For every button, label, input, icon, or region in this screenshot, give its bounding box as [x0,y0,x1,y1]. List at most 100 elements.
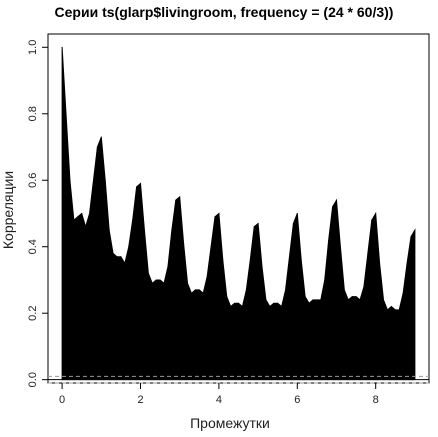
acf-point [210,246,212,248]
x-tick-label: 2 [137,394,143,406]
acf-point [367,252,369,254]
acf-point [316,299,318,301]
acf-point [151,282,153,284]
acf-point [112,252,114,254]
acf-point [249,259,251,261]
acf-point [371,219,373,221]
acf-point [171,229,173,231]
chart-title: Серии ts(glarp$livingroom, frequency = (… [55,4,394,20]
acf-point [398,309,400,311]
acf-point [328,239,330,241]
acf-point [140,183,142,185]
acf-point [202,292,204,294]
acf-point [335,199,337,201]
y-tick-label: 1.0 [27,40,39,55]
acf-point [183,242,185,244]
acf-point [167,266,169,268]
acf-point [288,256,290,258]
acf-point [351,296,353,298]
acf-point [175,199,177,201]
acf-point [81,212,83,214]
acf-point [96,146,98,148]
acf-point [136,186,138,188]
acf-point [343,289,345,291]
acf-point [116,256,118,258]
acf-point [386,309,388,311]
acf-point [222,259,224,261]
y-tick-label: 0.2 [27,306,39,321]
acf-point [218,212,220,214]
acf-point [124,262,126,264]
acf-point [214,216,216,218]
acf-point [410,236,412,238]
y-axis: 0.0 0.2 0.4 0.6 0.8 1.0 [27,40,48,387]
acf-point [147,272,149,274]
acf-point [206,276,208,278]
acf-series-area [61,47,416,381]
acf-point [375,212,377,214]
acf-point [234,302,236,304]
acf-point [308,302,310,304]
acf-point [73,219,75,221]
acf-point [253,226,255,228]
acf-point [92,179,94,181]
acf-point [238,302,239,304]
acf-point [347,299,349,301]
acf-point [300,259,302,261]
acf-point [312,299,314,301]
x-axis-label: Промежутки [190,415,270,431]
acf-point [198,289,200,291]
acf-point [269,306,271,308]
acf-point [277,302,279,304]
plot-area [47,33,430,384]
acf-point [273,302,275,304]
acf-point [383,299,385,301]
y-tick-label: 0.4 [27,239,39,254]
acf-point [128,246,130,248]
acf-point [261,266,263,268]
acf-point [179,196,181,198]
acf-point [355,296,357,298]
y-tick-label: 0.0 [27,372,39,387]
acf-point [77,216,79,218]
acf-point [285,289,287,291]
acf-point [194,289,196,291]
acf-point [265,299,267,301]
acf-point [241,306,243,308]
acf-point [406,262,408,264]
x-tick-label: 8 [373,394,379,406]
acf-point [296,212,298,214]
x-axis: 0 2 4 6 8 [59,383,379,406]
acf-point [85,226,87,228]
y-axis-label: Корреляции [0,171,16,249]
acf-point [155,279,157,281]
acf-point [89,212,91,214]
acf-point [104,179,106,181]
y-tick-label: 0.8 [27,106,39,121]
acf-point [257,222,259,224]
acf-point [292,222,294,224]
y-tick-label: 0.6 [27,173,39,188]
acf-point [108,229,110,231]
acf-point [332,206,334,208]
acf-point [414,229,416,231]
acf-point [69,179,71,181]
x-tick-label: 4 [216,394,222,406]
acf-point [159,279,161,281]
acf-point [324,279,326,281]
acf-point [379,262,381,264]
acf-point [359,299,361,301]
acf-point [394,309,396,311]
x-tick-label: 0 [59,394,65,406]
x-tick-label: 6 [294,394,300,406]
acf-point [163,282,165,284]
acf-point [230,306,232,308]
acf-point [320,299,322,301]
acf-point [100,136,102,138]
acf-point [190,292,192,294]
acf-point [339,246,341,248]
acf-point [245,289,247,291]
acf-point [390,306,392,308]
